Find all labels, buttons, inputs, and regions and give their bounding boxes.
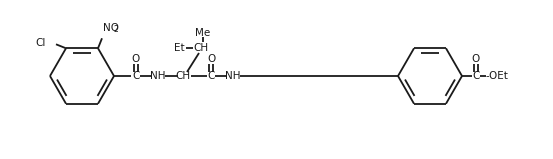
Text: Cl: Cl	[35, 38, 46, 48]
Text: NH: NH	[150, 71, 166, 81]
Text: O: O	[472, 54, 480, 64]
Text: NH: NH	[225, 71, 241, 81]
Text: C: C	[207, 71, 215, 81]
Text: C: C	[132, 71, 140, 81]
Text: Me: Me	[195, 28, 211, 38]
Text: CH: CH	[194, 43, 208, 53]
Text: C: C	[472, 71, 479, 81]
Text: O: O	[207, 54, 215, 64]
Text: 2: 2	[114, 25, 119, 34]
Text: -OEt: -OEt	[486, 71, 508, 81]
Text: Et: Et	[174, 43, 184, 53]
Text: NO: NO	[103, 23, 119, 33]
Text: O: O	[132, 54, 140, 64]
Text: CH: CH	[175, 71, 191, 81]
